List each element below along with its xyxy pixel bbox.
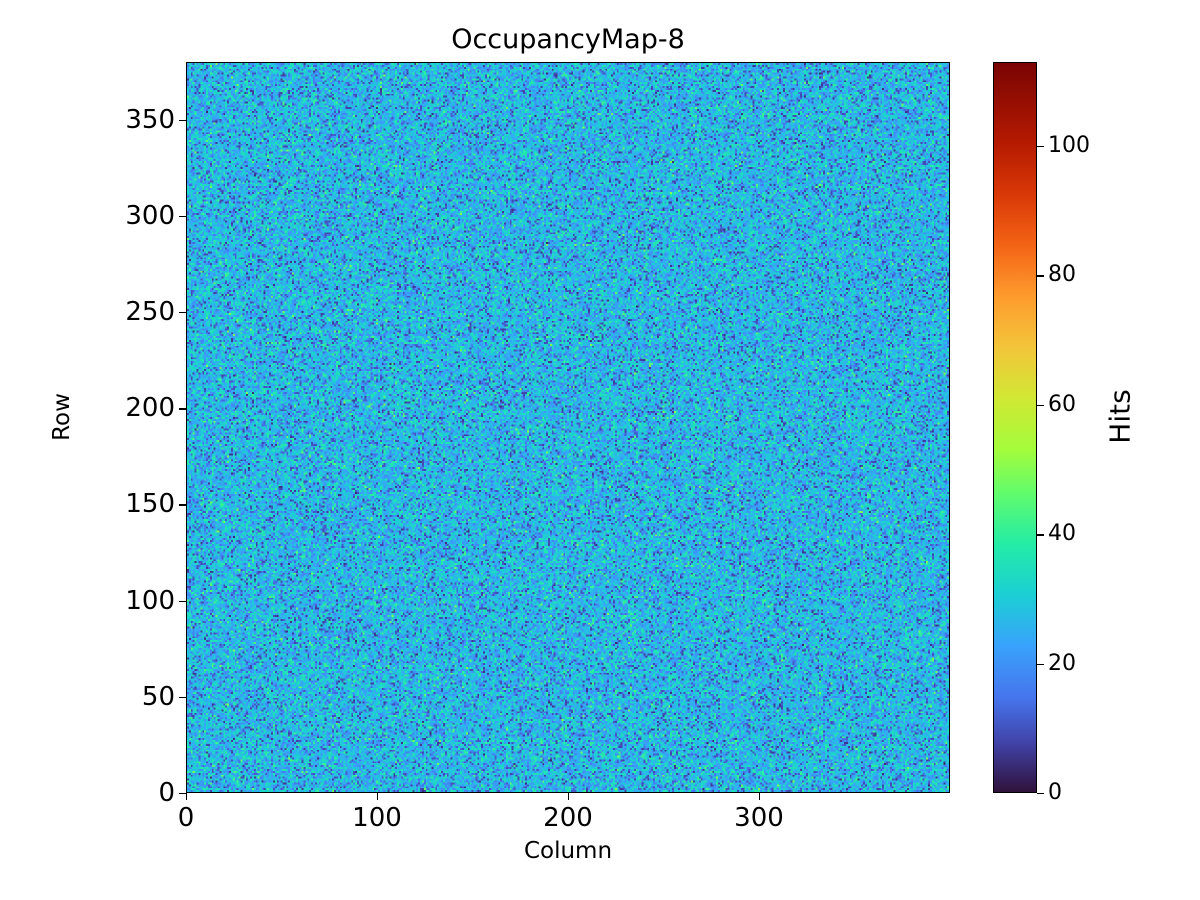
colorbar-label: Hits: [1103, 389, 1137, 444]
y-tick-label: 0: [158, 778, 175, 808]
y-tick-mark: [179, 408, 186, 410]
heatmap-image: [187, 63, 949, 792]
colorbar-tick-mark: [1037, 534, 1044, 536]
heatmap-plot-area[interactable]: [186, 62, 950, 793]
x-tick-label: 0: [177, 803, 195, 833]
colorbar-tick-mark: [1037, 793, 1044, 795]
x-tick-label: 100: [352, 803, 402, 833]
chart-title: OccupancyMap-8: [451, 24, 685, 55]
colorbar-tick-mark: [1037, 146, 1044, 148]
y-axis-label: Row: [49, 393, 75, 441]
y-tick-label: 250: [125, 297, 175, 328]
colorbar-tick-mark: [1037, 404, 1044, 407]
colorbar[interactable]: [993, 62, 1037, 793]
y-tick-label: 350: [125, 104, 175, 135]
y-tick-mark: [179, 793, 186, 795]
colorbar-tick-label: 100: [1048, 133, 1090, 159]
colorbar-tick-label: 40: [1048, 521, 1076, 547]
colorbar-tick-mark: [1037, 275, 1044, 277]
y-tick-label: 50: [141, 681, 175, 712]
x-tick-mark: [568, 793, 570, 800]
y-tick-label: 100: [125, 585, 175, 616]
y-tick-mark: [179, 119, 186, 121]
y-tick-mark: [179, 696, 186, 699]
x-tick-label: 200: [543, 803, 593, 833]
y-tick-mark: [179, 215, 186, 218]
x-tick-label: 300: [734, 803, 784, 833]
y-tick-mark: [179, 312, 186, 314]
x-tick-mark: [186, 793, 188, 800]
colorbar-tick-label: 60: [1048, 391, 1076, 417]
colorbar-tick-label: 20: [1048, 650, 1076, 676]
y-tick-label: 150: [125, 489, 175, 520]
colorbar-tick-label: 80: [1048, 262, 1076, 288]
x-axis-label: Column: [523, 838, 613, 864]
colorbar-tick-mark: [1037, 663, 1044, 665]
y-tick-mark: [179, 600, 186, 602]
y-tick-mark: [179, 504, 186, 506]
y-tick-label: 300: [125, 200, 175, 231]
x-tick-mark: [759, 793, 761, 800]
colorbar-gradient: [994, 63, 1036, 792]
colorbar-tick-label: 0: [1048, 780, 1062, 805]
y-tick-label: 200: [125, 393, 175, 424]
x-tick-mark: [377, 793, 379, 800]
